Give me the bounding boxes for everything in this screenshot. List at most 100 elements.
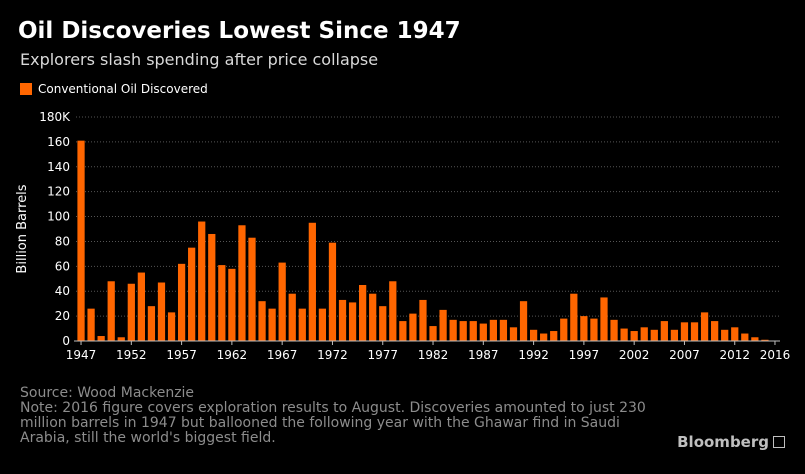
bar: [137, 272, 145, 341]
bar: [711, 321, 719, 341]
bar: [640, 327, 648, 341]
bar: [208, 233, 216, 341]
bar: [469, 321, 477, 341]
bar: [731, 327, 739, 341]
bar: [147, 306, 156, 341]
bar: [700, 312, 709, 341]
bar: [348, 302, 357, 341]
chart-legend: Conventional Oil Discovered: [20, 82, 208, 96]
bar: [278, 262, 286, 341]
y-axis-label: Billion Barrels: [15, 184, 30, 273]
x-tick-label: 1947: [66, 348, 97, 362]
bar: [87, 308, 95, 341]
bar: [620, 328, 628, 341]
share-icon[interactable]: [773, 436, 785, 448]
bar: [721, 329, 729, 341]
chart-title: Oil Discoveries Lowest Since 1947: [18, 18, 461, 44]
bar: [751, 337, 759, 341]
y-tick-label: 120: [47, 185, 70, 199]
x-tick-label: 1957: [166, 348, 197, 362]
bar: [117, 337, 125, 341]
bar: [600, 297, 608, 341]
bar: [308, 222, 316, 341]
bar: [499, 319, 508, 341]
y-tick-label: 40: [55, 284, 70, 298]
x-tick-label: 1987: [468, 348, 499, 362]
bar: [177, 263, 186, 341]
bar: [288, 293, 296, 341]
bar: [258, 301, 266, 341]
chart-footer: Source: Wood Mackenzie Note: 2016 figure…: [20, 386, 660, 446]
bar: [97, 336, 105, 341]
bar: [379, 306, 387, 341]
bar: [459, 321, 467, 341]
bar: [680, 322, 689, 341]
bar: [298, 308, 306, 341]
chart-subtitle: Explorers slash spending after price col…: [20, 50, 379, 69]
x-tick-label: 1977: [367, 348, 398, 362]
y-tick-label: 100: [47, 210, 70, 224]
bar: [318, 308, 327, 341]
bar: [550, 331, 558, 341]
bar: [268, 308, 276, 341]
bar: [419, 299, 427, 341]
bar: [157, 282, 166, 341]
bar: [670, 329, 679, 341]
x-tick-label: 1992: [518, 348, 549, 362]
legend-swatch: [20, 83, 32, 95]
y-tick-label: 80: [55, 234, 70, 248]
x-tick-label: 1972: [317, 348, 348, 362]
y-tick-label: 140: [47, 160, 70, 174]
bar: [399, 321, 407, 341]
bar: [610, 319, 618, 341]
bar: [77, 140, 85, 341]
bar: [590, 318, 598, 341]
bar: [107, 281, 115, 341]
bar: [218, 265, 226, 341]
bar: [409, 313, 417, 341]
x-tick-label: 2016: [760, 348, 791, 362]
bar: [248, 237, 256, 341]
x-tick-label: 1997: [569, 348, 600, 362]
bar: [328, 242, 337, 341]
bar: [389, 281, 397, 341]
bar: [570, 293, 578, 341]
y-tick-label: 180K: [39, 110, 71, 124]
source-text: Source: Wood Mackenzie: [20, 385, 195, 401]
legend-label: Conventional Oil Discovered: [38, 82, 208, 96]
bar: [188, 247, 196, 341]
x-tick-label: 2012: [719, 348, 750, 362]
bloomberg-logo: Bloomberg: [677, 433, 769, 451]
bar: [198, 221, 206, 341]
y-tick-label: 20: [55, 309, 70, 323]
bar: [449, 319, 457, 341]
y-tick-label: 60: [55, 259, 70, 273]
bar: [228, 268, 236, 341]
bar: [489, 319, 497, 341]
bar: [519, 301, 528, 341]
x-tick-label: 1962: [217, 348, 248, 362]
y-tick-label: 0: [62, 334, 70, 348]
bar: [127, 283, 135, 341]
bar: [338, 299, 347, 341]
bar: [580, 316, 588, 341]
bar: [369, 293, 377, 341]
bar: [429, 326, 437, 341]
bar: [741, 333, 749, 341]
bar: [529, 329, 538, 341]
bar: [167, 312, 176, 341]
bar: [509, 327, 518, 341]
y-tick-label: 160: [47, 135, 70, 149]
bar: [660, 321, 668, 341]
bar: [540, 333, 548, 341]
x-tick-label: 2002: [619, 348, 650, 362]
bar: [630, 331, 638, 341]
bar: [650, 329, 658, 341]
x-tick-label: 1952: [116, 348, 147, 362]
bar: [560, 318, 568, 341]
bar: [690, 322, 699, 341]
bar: [439, 309, 447, 341]
bar: [479, 323, 487, 341]
x-tick-label: 1982: [418, 348, 449, 362]
